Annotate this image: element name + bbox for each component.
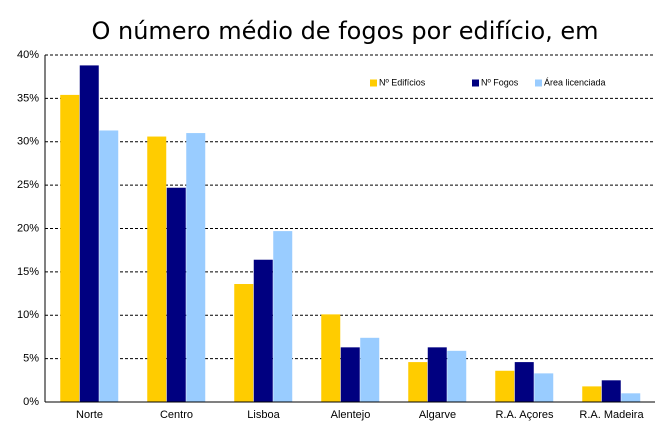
bar: [534, 373, 554, 402]
bar: [447, 350, 467, 402]
bar: [601, 380, 621, 402]
x-tick-label: Norte: [76, 409, 103, 421]
x-tick-label: Lisboa: [247, 409, 280, 421]
y-tick-label: 10%: [17, 309, 39, 321]
bar: [408, 362, 428, 402]
bar: [166, 187, 186, 402]
bar: [321, 314, 341, 402]
bar: [186, 133, 206, 402]
bar: [253, 259, 273, 402]
y-tick-label: 20%: [17, 222, 39, 234]
y-tick-label: 5%: [23, 353, 39, 365]
legend-label: Nº Edifícios: [379, 77, 426, 87]
bar: [147, 136, 167, 403]
bar: [360, 337, 380, 402]
bar: [427, 347, 447, 402]
bar: [79, 65, 99, 402]
legend-label: Nº Fogos: [481, 77, 519, 87]
y-tick-label: 0%: [23, 396, 39, 408]
x-tick-label: R.A. Açores: [495, 409, 554, 421]
x-tick-label: Algarve: [419, 409, 456, 421]
x-tick-label: Alentejo: [331, 409, 371, 421]
y-tick-label: 35%: [17, 92, 39, 104]
legend-label: Área licenciada: [544, 77, 606, 87]
bar: [582, 386, 602, 402]
y-tick-label: 25%: [17, 179, 39, 191]
bar: [621, 393, 641, 402]
x-tick-label: Centro: [160, 409, 193, 421]
bar: [514, 362, 534, 402]
legend-swatch: [535, 79, 542, 87]
y-tick-label: 15%: [17, 266, 39, 278]
chart-title: O número médio de fogos por edifício, em: [91, 17, 598, 45]
bar: [99, 130, 119, 402]
bar: [340, 347, 360, 402]
bar: [234, 284, 254, 402]
legend-swatch: [370, 79, 377, 87]
y-tick-label: 40%: [17, 49, 39, 61]
legend-swatch: [472, 79, 479, 87]
y-tick-label: 30%: [17, 136, 39, 148]
bar: [60, 94, 80, 402]
bar: [495, 370, 515, 402]
bar: [273, 231, 293, 402]
x-tick-label: R.A. Madeira: [579, 409, 644, 421]
